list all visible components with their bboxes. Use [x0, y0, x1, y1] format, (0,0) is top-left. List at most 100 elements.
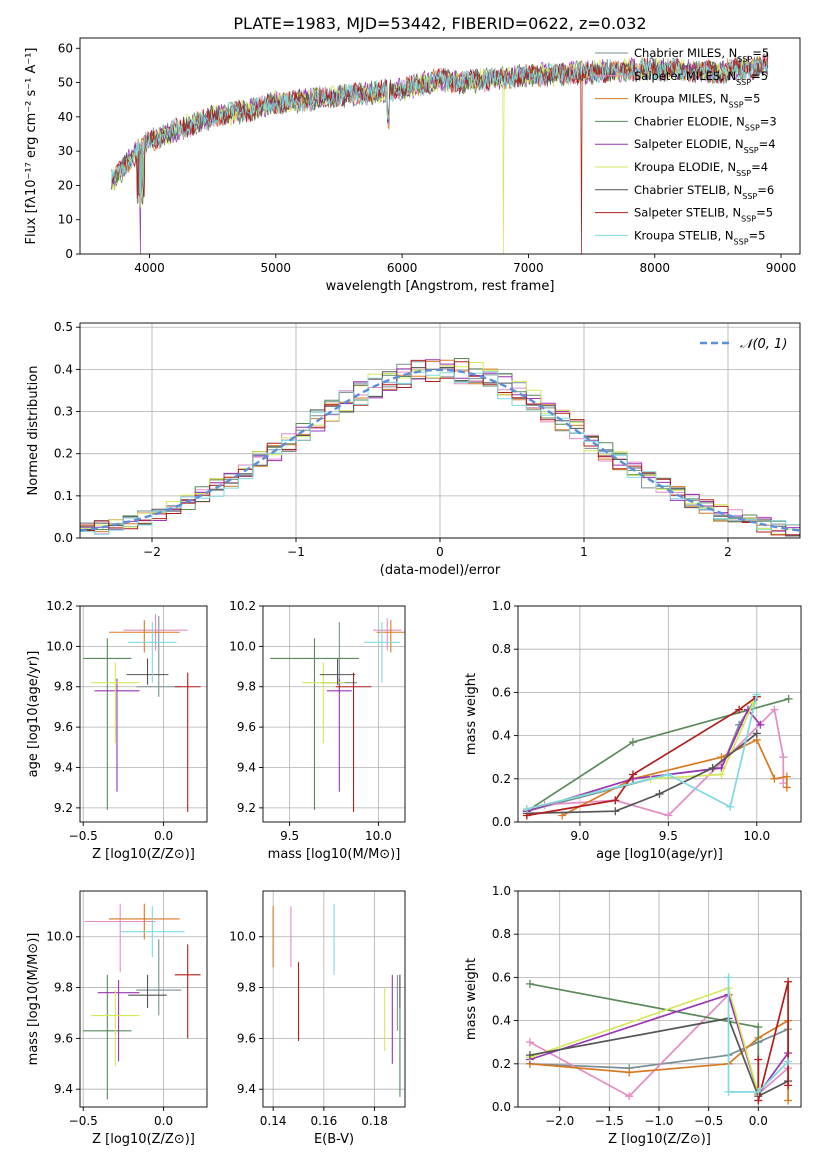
- y-axis-label: mass weight: [464, 958, 479, 1040]
- panel-residuals: −2 −1 0 1 2 0.0 0.1 0.2 0.3 0.4 0.5 (data-model)/er…: [26, 320, 801, 578]
- axes-frame: [517, 890, 802, 1108]
- x-tick-label: −2.0: [545, 1114, 574, 1128]
- x-tick-label: 10.0: [743, 829, 770, 843]
- y-axis-label: mass [log10(M/M⊙)]: [26, 933, 41, 1066]
- legend-subscript: SSP: [734, 237, 749, 246]
- x-axis-label: Z [log10(Z/Z⊙)]: [92, 1132, 195, 1147]
- y-tick-label: 10.0: [46, 930, 73, 944]
- x-tick-label: −1.0: [644, 1114, 673, 1128]
- x-axis-label: Z [log10(Z/Z⊙)]: [92, 847, 195, 862]
- legend-entry: Kroupa STELIB, NSSP=5: [634, 228, 765, 246]
- y-tick-label: 9.8: [54, 680, 73, 694]
- x-tick-label: 9.5: [659, 829, 678, 843]
- legend-subscript: SSP: [741, 214, 756, 223]
- mass-weight-marker: [724, 973, 733, 982]
- x-tick-label: 6000: [387, 261, 418, 275]
- mass-weight-line: [529, 1017, 789, 1098]
- panels-container: 4000 5000 6000 7000 8000 90000102030405060wav…: [24, 37, 802, 1147]
- mass-weight-marker: [754, 1087, 763, 1096]
- plot-area: [272, 903, 401, 1097]
- mass-weight-marker: [749, 699, 758, 708]
- x-tick-label: 9.5: [280, 829, 299, 843]
- y-tick-label: 9.2: [54, 801, 73, 815]
- mass-weight-line: [526, 702, 754, 810]
- axes-frame: [79, 322, 801, 539]
- plot-area: [270, 618, 405, 812]
- mass-weight-marker: [784, 1057, 793, 1066]
- legend-subscript: SSP: [744, 146, 759, 155]
- legend-count: =5: [756, 206, 773, 220]
- legend-count: =4: [751, 160, 768, 174]
- y-tick-label: 10.0: [229, 639, 256, 653]
- y-tick-label: 9.4: [54, 760, 73, 774]
- x-axis-label: age [log10(age/yr)]: [596, 847, 723, 862]
- legend-entry: Chabrier ELODIE, NSSP=3: [634, 114, 777, 131]
- x-tick-label: 0.16: [310, 1114, 337, 1128]
- mass-weight-marker: [522, 805, 531, 814]
- axes-frame: [517, 605, 802, 823]
- y-tick-label: 10: [58, 213, 73, 227]
- mass-weight-marker: [784, 1081, 793, 1090]
- panel-weight_vs_age: 9.0 9.5 10.0 0.0 0.2 0.4 0.6 0.8 1.0 age [log10(a…: [464, 599, 802, 862]
- axes-frame: [79, 37, 801, 255]
- spectrum-line: [111, 57, 769, 199]
- panel-age_vs_mass: 9.5 10.0 9.2 9.4 9.6 9.8 10.0 10.2 mass [log10(M…: [229, 599, 406, 862]
- mass-weight-marker: [625, 1068, 634, 1077]
- mass-weight-line: [727, 977, 789, 1093]
- mass-weight-marker: [717, 770, 726, 779]
- legend-count: =5: [749, 228, 766, 242]
- y-tick-label: 0.8: [492, 927, 511, 941]
- panel-weight_vs_Z: −2.0 −1.5 −1.0 −0.5 0.0 0.0 0.2 0.4 0.6 0.8 1.0 Z […: [464, 884, 802, 1147]
- x-tick-label: 9000: [766, 261, 797, 275]
- plot-area: [80, 358, 800, 537]
- mass-weight-line: [526, 694, 758, 810]
- y-tick-label: 60: [58, 41, 73, 55]
- mass-weight-marker: [782, 772, 791, 781]
- axes-frame: [79, 605, 208, 823]
- x-tick-label: 4000: [134, 261, 165, 275]
- x-tick-label: −2: [143, 545, 161, 559]
- x-tick-label: 7000: [513, 261, 544, 275]
- plot-area: [525, 973, 793, 1105]
- y-tick-label: 1.0: [492, 884, 511, 898]
- x-tick-label: −0.5: [694, 1114, 723, 1128]
- y-tick-label: 20: [58, 178, 73, 192]
- mass-weight-line: [529, 987, 760, 1095]
- mass-weight-marker: [611, 807, 620, 816]
- mass-weight-marker: [726, 802, 735, 811]
- y-tick-label: 9.6: [54, 1031, 73, 1045]
- y-tick-label: 0.4: [492, 1014, 511, 1028]
- x-tick-label: 9.0: [570, 829, 589, 843]
- y-tick-label: 9.8: [237, 680, 256, 694]
- x-axis-label: (data-model)/error: [380, 563, 501, 578]
- y-tick-label: 0.0: [492, 815, 511, 829]
- legend-count: =6: [757, 183, 774, 197]
- legend-entry: Kroupa ELODIE, NSSP=4: [634, 160, 768, 178]
- legend-entry: Chabrier MILES, NSSP=5: [634, 46, 769, 64]
- y-tick-label: 0.8: [492, 642, 511, 656]
- axes-frame: [262, 605, 406, 823]
- histogram-step: [80, 371, 800, 535]
- y-tick-label: 1.0: [492, 599, 511, 613]
- y-tick-label: 10.2: [229, 599, 256, 613]
- y-tick-label: 0: [65, 247, 73, 261]
- mass-weight-marker: [664, 811, 673, 820]
- y-tick-label: 0.2: [492, 772, 511, 786]
- y-tick-label: 0.6: [492, 685, 511, 699]
- mass-weight-marker: [625, 1092, 634, 1101]
- y-axis-label: Flux [fλ10⁻¹⁷ erg cm⁻² s⁻¹ A⁻¹]: [24, 48, 39, 245]
- mass-weight-marker: [655, 789, 664, 798]
- mass-weight-marker: [525, 1051, 534, 1060]
- x-tick-label: 0.0: [154, 1114, 173, 1128]
- y-axis-label: Normed distribution: [26, 366, 41, 496]
- legend-subscript: SSP: [736, 77, 751, 86]
- y-axis-label: age [log10(age/yr)]: [26, 651, 41, 778]
- y-tick-label: 0.4: [54, 362, 73, 376]
- y-tick-label: 40: [58, 110, 73, 124]
- x-tick-label: 0.0: [749, 1114, 768, 1128]
- mass-weight-marker: [754, 1023, 763, 1032]
- legend-entry: Chabrier STELIB, NSSP=6: [634, 183, 774, 201]
- x-tick-label: 0.14: [260, 1114, 287, 1128]
- y-tick-label: 9.6: [237, 720, 256, 734]
- mass-weight-line: [526, 708, 761, 813]
